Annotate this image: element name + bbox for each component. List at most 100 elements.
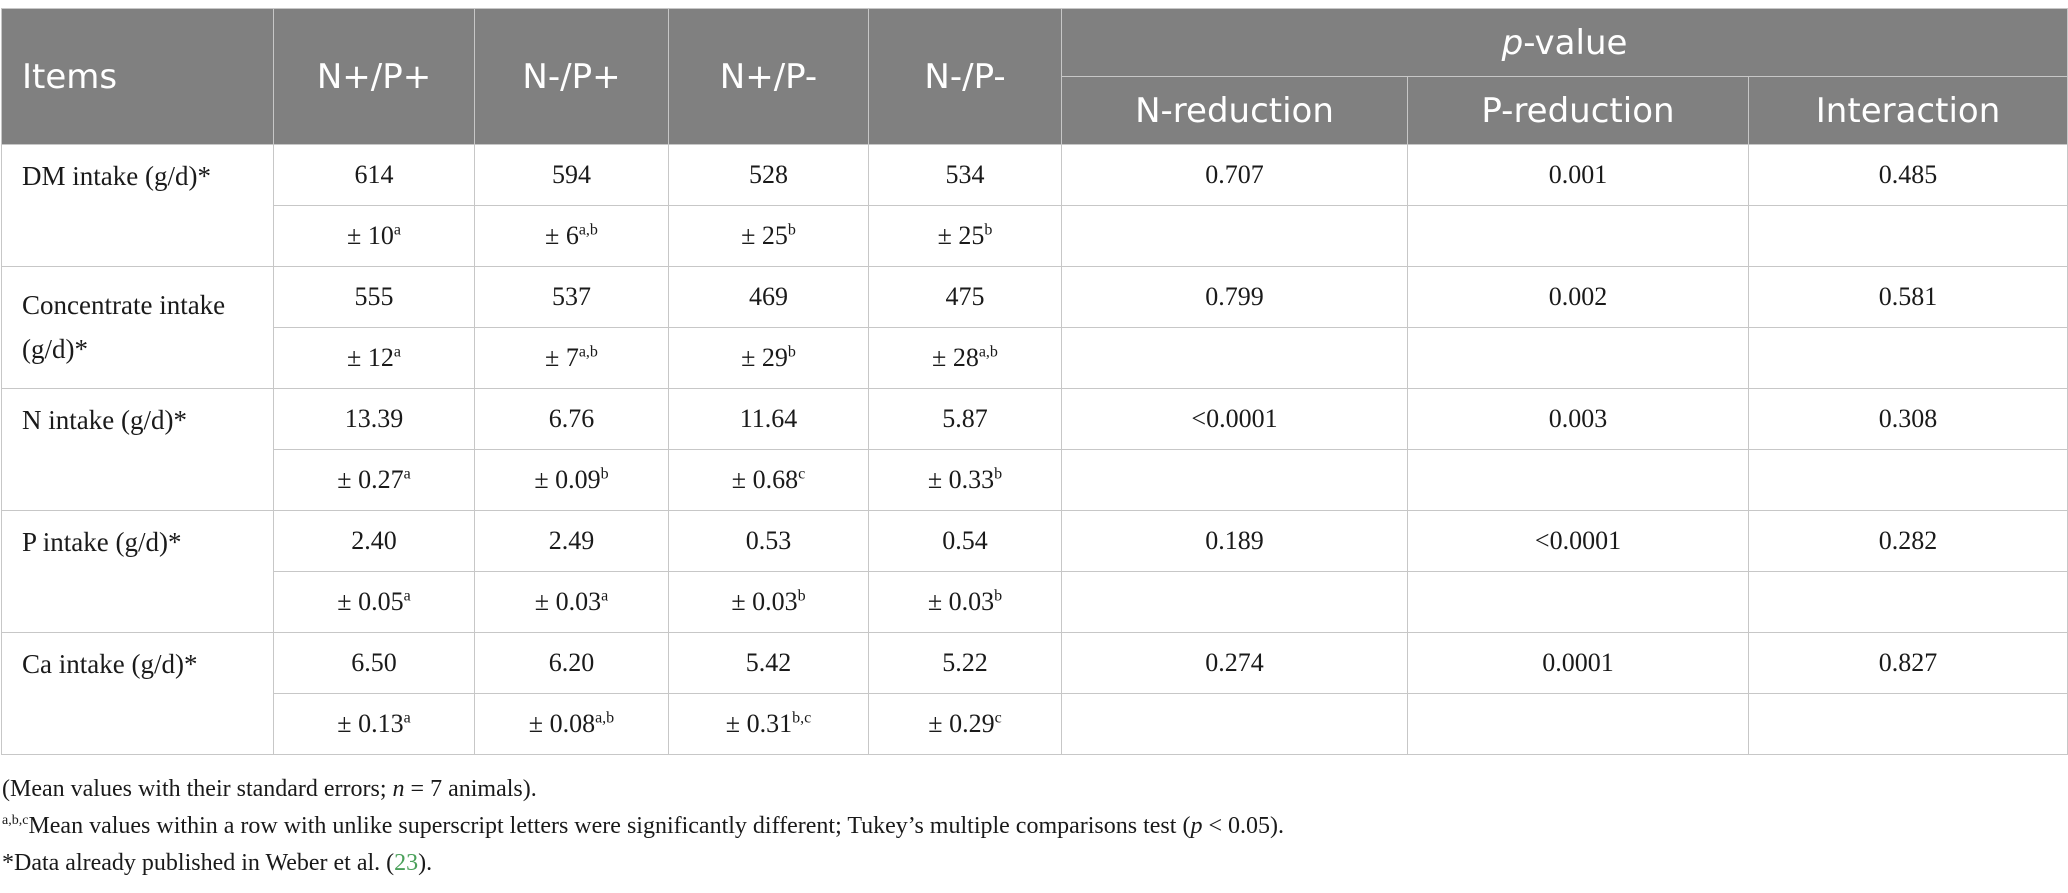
mean-cell: 6.76	[474, 388, 669, 450]
sem-superscript: b	[787, 221, 796, 239]
sem-cell: ± 7a,b	[474, 327, 669, 389]
sem-cell: ± 0.33b	[868, 449, 1062, 511]
pvalue-italic: p	[1501, 22, 1524, 63]
sem-cell: ± 28a,b	[868, 327, 1062, 389]
footnote-superscript: a,b,c	[2, 813, 29, 828]
header-group: N+/P+	[273, 8, 475, 145]
header-pvalue-col: P-reduction	[1407, 76, 1749, 145]
footnote-1: (Mean values with their standard errors;…	[2, 771, 2068, 808]
sem-cell: ± 10a	[273, 205, 475, 267]
sem-superscript: a,b	[595, 709, 615, 727]
sem-superscript: a,b	[578, 221, 598, 239]
empty-cell	[1407, 449, 1749, 511]
sem-value: ± 0.05	[337, 587, 404, 616]
sem-value: ± 25	[937, 221, 985, 250]
sem-value: ± 0.03	[731, 587, 798, 616]
empty-cell	[1747, 327, 2068, 389]
header-group: N+/P-	[668, 8, 869, 145]
mean-cell: 5.87	[868, 388, 1062, 450]
row-label: N intake (g/d)*	[1, 388, 274, 511]
footnote-3: *Data already published in Weber et al. …	[2, 845, 2068, 882]
empty-cell	[1061, 205, 1408, 267]
pvalue-rest: -value	[1523, 22, 1628, 63]
sem-superscript: b	[984, 221, 993, 239]
mean-cell: 0.53	[668, 510, 869, 572]
table-row-sem: ± 0.27a ± 0.09b ± 0.68c ± 0.33b	[2, 449, 2068, 511]
empty-cell	[1747, 205, 2068, 267]
row-label: Concentrate intake (g/d)*	[1, 266, 274, 389]
sem-superscript: c	[798, 465, 806, 483]
sem-value: ± 10	[347, 221, 394, 250]
sem-value: ± 0.03	[927, 587, 995, 616]
footnote-italic-p: p	[1190, 813, 1203, 839]
row-label: Ca intake (g/d)*	[1, 632, 274, 755]
sem-superscript: a	[403, 465, 411, 483]
mean-cell: 475	[868, 266, 1062, 328]
mean-cell: 537	[474, 266, 669, 328]
sem-value: ± 6	[545, 221, 579, 250]
sem-superscript: a	[393, 221, 401, 239]
sem-value: ± 0.08	[528, 709, 596, 738]
header-pvalue: p-value	[1060, 8, 2068, 77]
footnote-text: Mean values within a row with unlike sup…	[28, 813, 1191, 839]
table-row-mean: Concentrate intake (g/d)* 555 537 469 475…	[1, 266, 2068, 389]
pvalue-cell: 0.308	[1747, 388, 2068, 450]
sem-superscript: a	[403, 587, 411, 605]
sem-superscript: a,b	[978, 343, 998, 361]
pvalue-cell: 0.827	[1747, 632, 2068, 694]
pvalue-cell: 0.581	[1747, 266, 2068, 328]
sem-cell: ± 0.03a	[474, 571, 669, 633]
sem-value: ± 0.29	[928, 709, 995, 738]
sem-value: ± 0.27	[337, 465, 404, 494]
sem-cell: ± 0.13a	[273, 693, 475, 755]
sem-value: ± 28	[932, 343, 979, 372]
sem-value: ± 0.31	[725, 709, 793, 738]
sem-superscript: b	[994, 465, 1003, 483]
pvalue-cell: 0.274	[1061, 632, 1408, 694]
sem-cell: ± 29b	[668, 327, 869, 389]
empty-cell	[1407, 693, 1749, 755]
sem-cell: ± 0.29c	[868, 693, 1062, 755]
sem-superscript: b,c	[792, 709, 812, 727]
sem-cell: ± 0.05a	[273, 571, 475, 633]
mean-cell: 594	[474, 144, 669, 206]
footnote-italic-n: n	[392, 776, 405, 802]
sem-value: ± 29	[741, 343, 788, 372]
pvalue-cell: 0.0001	[1407, 632, 1749, 694]
pvalue-cell: 0.282	[1747, 510, 2068, 572]
pvalue-cell: 0.002	[1407, 266, 1749, 328]
sem-cell: ± 0.31b,c	[668, 693, 869, 755]
sem-value: ± 0.13	[337, 709, 404, 738]
sem-value: ± 0.68	[731, 465, 799, 494]
empty-cell	[1061, 449, 1408, 511]
sem-superscript: c	[994, 709, 1002, 727]
sem-superscript: a	[601, 587, 609, 605]
mean-cell: 555	[273, 266, 475, 328]
sem-superscript: a	[393, 343, 401, 361]
mean-cell: 5.42	[668, 632, 869, 694]
mean-cell: 534	[868, 144, 1062, 206]
table-row-sem: ± 0.13a ± 0.08a,b ± 0.31b,c ± 0.29c	[2, 693, 2068, 755]
sem-value: ± 12	[347, 343, 394, 372]
mean-cell: 6.20	[474, 632, 669, 694]
footnote-text: ).	[418, 850, 433, 876]
mean-cell: 528	[668, 144, 869, 206]
header-items: Items	[1, 8, 274, 145]
pvalue-cell: 0.485	[1747, 144, 2068, 206]
reference-link[interactable]: 23	[394, 850, 419, 876]
header-pvalue-col: Interaction	[1747, 76, 2068, 145]
footnote-text: < 0.05).	[1202, 813, 1284, 839]
sem-superscript: b	[994, 587, 1003, 605]
mean-cell: 6.50	[273, 632, 475, 694]
footnote-text: = 7 animals).	[404, 776, 537, 802]
intake-table: Items N+/P+ N-/P+ N+/P- N-/P- p-value N-…	[1, 8, 2068, 755]
table-row-sem: ± 0.05a ± 0.03a ± 0.03b ± 0.03b	[2, 571, 2068, 633]
mean-cell: 469	[668, 266, 869, 328]
sem-superscript: b	[797, 587, 806, 605]
sem-superscript: a,b	[578, 343, 598, 361]
pvalue-cell: <0.0001	[1061, 388, 1408, 450]
pvalue-cell: 0.707	[1061, 144, 1408, 206]
sem-cell: ± 6a,b	[474, 205, 669, 267]
header-pvalue-col: N-reduction	[1061, 76, 1408, 145]
table-row-sem: ± 12a ± 7a,b ± 29b ± 28a,b	[2, 327, 2068, 389]
